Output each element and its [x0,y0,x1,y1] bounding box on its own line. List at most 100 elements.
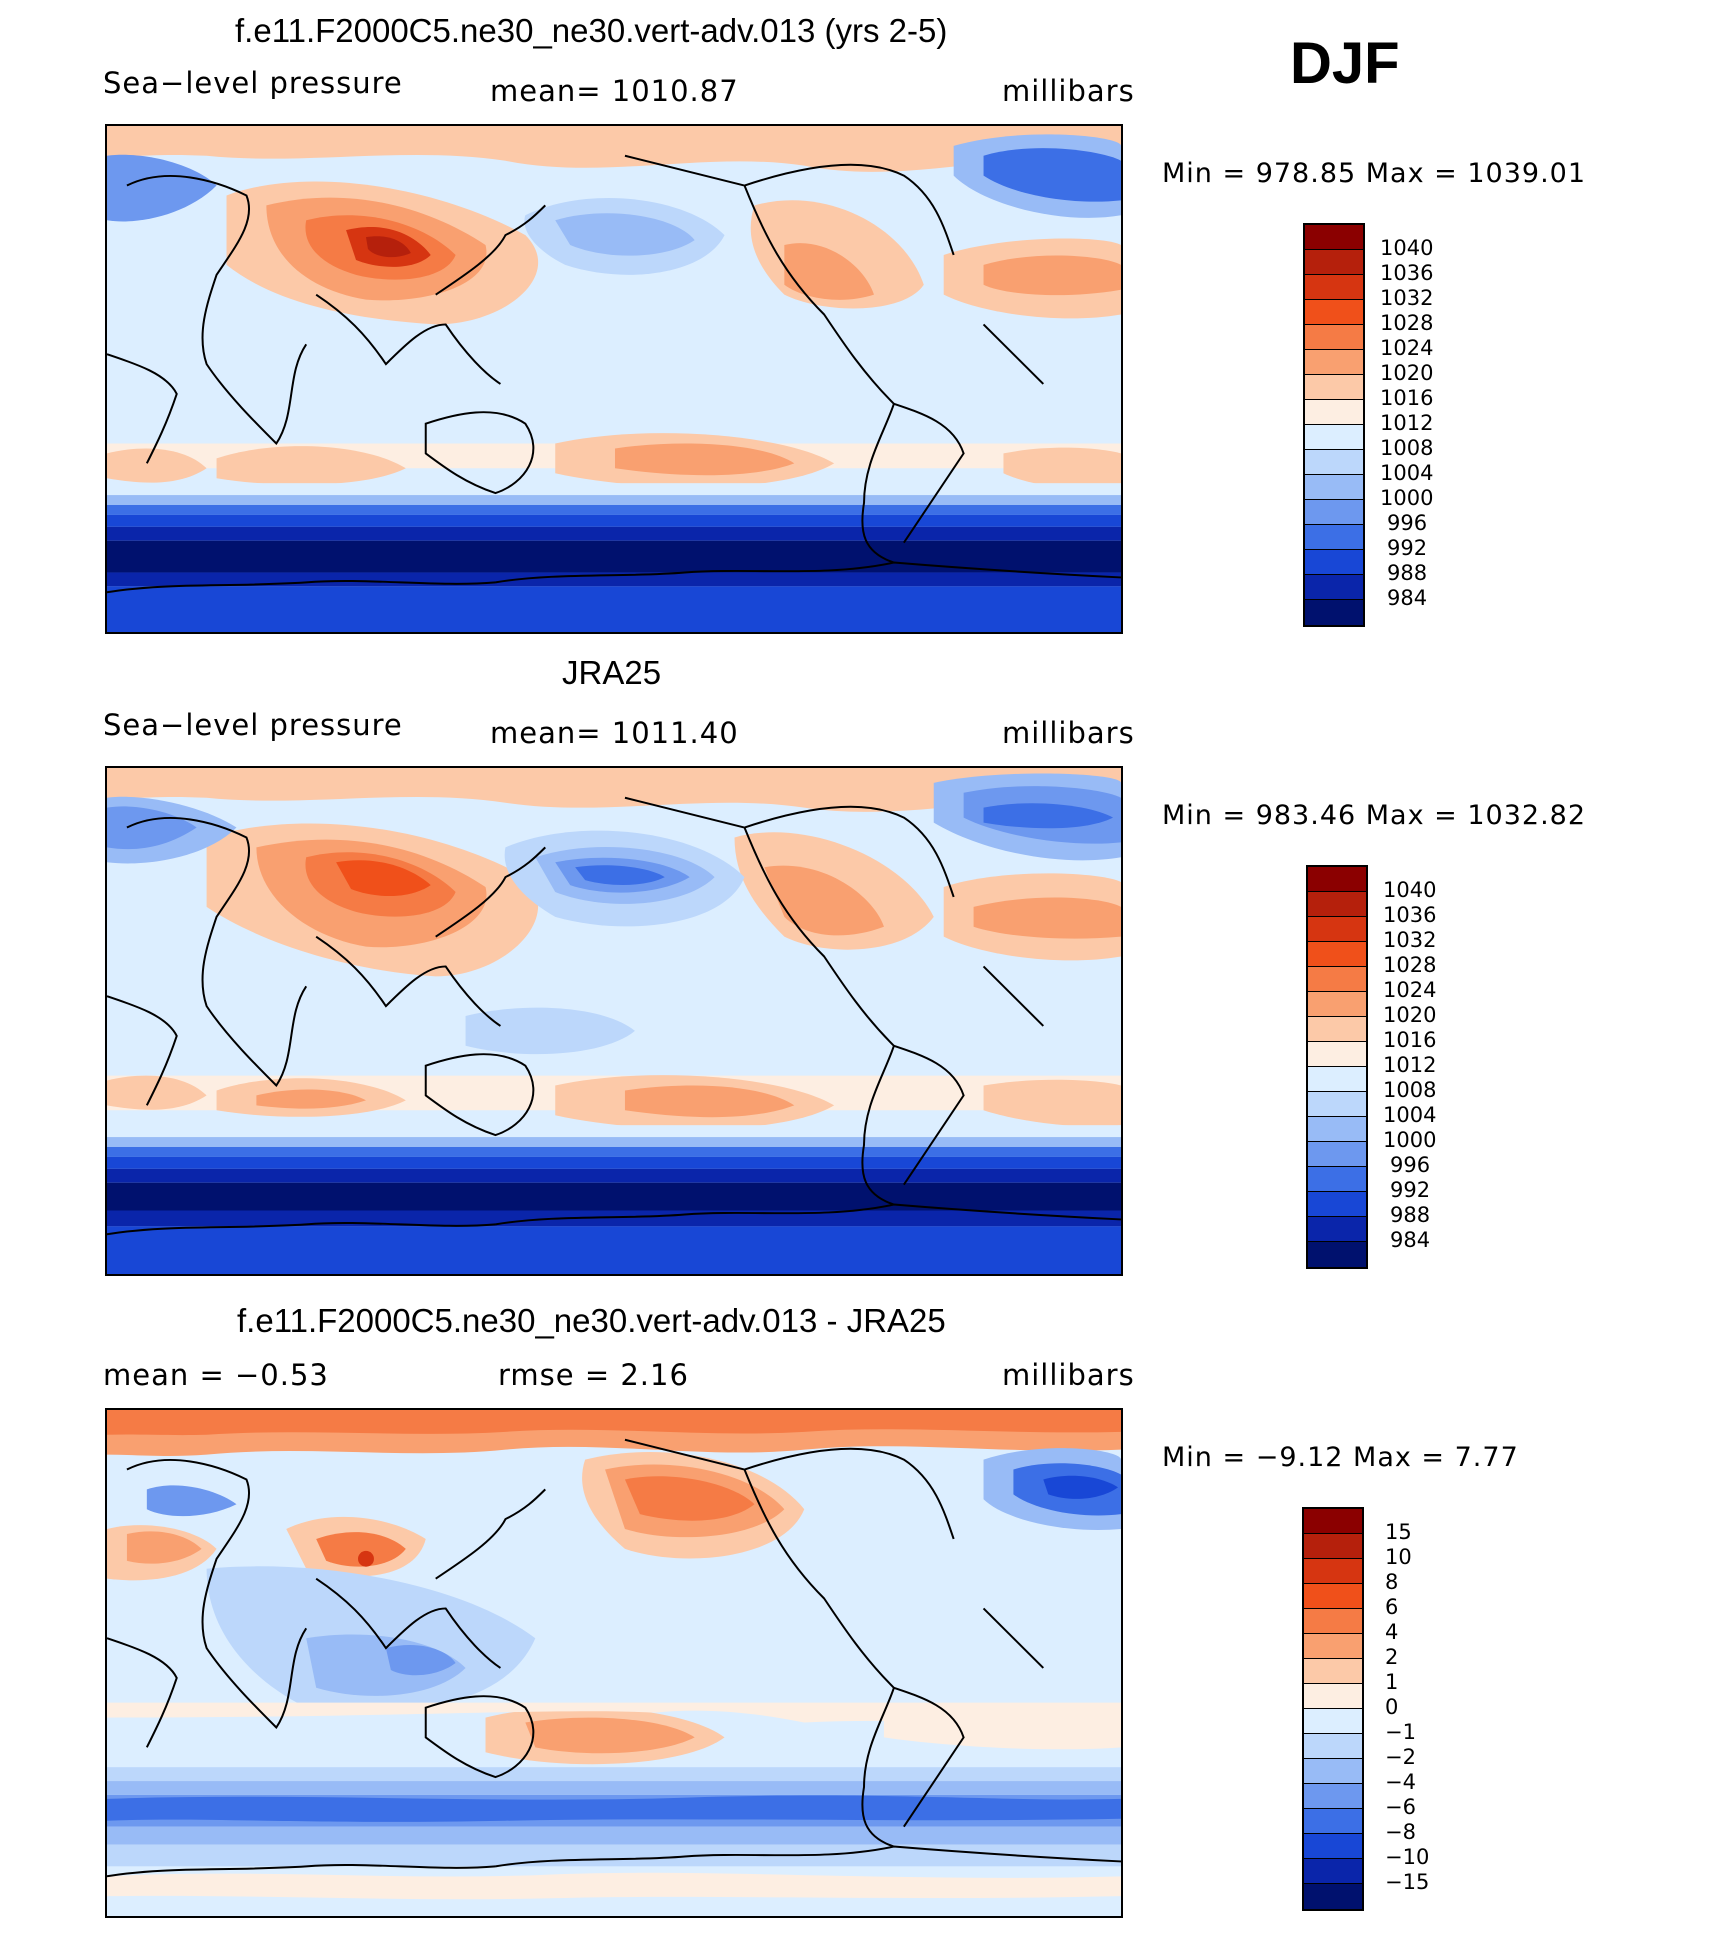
panel1-colorbar-swatch [1305,500,1363,525]
panel1-colorbar-swatch [1305,450,1363,475]
colorbar-label: 10 [1385,1545,1412,1569]
colorbar-label: 8 [1385,1570,1399,1594]
colorbar-label: 992 [1387,536,1428,560]
panel3-colorbar [1302,1507,1364,1911]
panel2-colorbar-swatch [1308,1042,1366,1067]
colorbar-label: 992 [1390,1178,1431,1202]
colorbar-label: −4 [1385,1770,1416,1794]
colorbar-label: 1032 [1383,928,1437,952]
colorbar-label: 996 [1390,1153,1431,1177]
panel3-colorbar-swatch [1304,1684,1362,1709]
panel2-mean: mean= 1011.40 [490,716,739,750]
colorbar-label: 1024 [1380,336,1434,360]
panel1-colorbar-swatch [1305,475,1363,500]
panel2-field [107,768,1121,1274]
colorbar-label: −6 [1385,1795,1416,1819]
panel1-map [105,124,1123,634]
panel3-title: f.e11.F2000C5.ne30_ne30.vert-adv.013 - J… [237,1302,946,1339]
panel2-colorbar-swatch [1308,1192,1366,1217]
colorbar-label: 988 [1387,561,1428,585]
colorbar-label: −8 [1385,1820,1416,1844]
panel1-minmax: Min = 978.85 Max = 1039.01 [1162,158,1587,189]
panel2-units: millibars [1002,716,1135,750]
panel3-colorbar-swatch [1304,1809,1362,1834]
panel2-map [105,766,1123,1276]
panel2-colorbar-swatch [1308,1242,1366,1267]
colorbar-label: 1020 [1380,361,1434,385]
colorbar-label: 1024 [1383,978,1437,1002]
panel3-map [105,1408,1123,1918]
panel1-field [107,126,1121,632]
colorbar-label: −10 [1385,1845,1430,1869]
colorbar-label: 1016 [1383,1028,1437,1052]
panel3-rmse: rmse = 2.16 [498,1358,689,1392]
panel1-colorbar-swatch [1305,400,1363,425]
colorbar-label: 988 [1390,1203,1431,1227]
colorbar-label: 1020 [1383,1003,1437,1027]
panel3-colorbar-swatch [1304,1534,1362,1559]
panel3-colorbar-swatch [1304,1709,1362,1734]
panel1-colorbar-swatch [1305,350,1363,375]
panel1-colorbar-swatch [1305,275,1363,300]
panel3-colorbar-swatch [1304,1659,1362,1684]
panel3-colorbar-swatch [1304,1559,1362,1584]
panel3-colorbar-swatch [1304,1509,1362,1534]
panel3-colorbar-swatch [1304,1759,1362,1784]
colorbar-label: 984 [1390,1228,1431,1252]
panel3-colorbar-swatch [1304,1834,1362,1859]
panel3-mean: mean = −0.53 [103,1358,329,1392]
panel1-title: f.e11.F2000C5.ne30_ne30.vert-adv.013 (yr… [235,12,948,49]
colorbar-label: 1 [1385,1670,1399,1694]
colorbar-label: 1016 [1380,386,1434,410]
panel2-colorbar-swatch [1308,1092,1366,1117]
panel3-colorbar-swatch [1304,1584,1362,1609]
panel2-colorbar-swatch [1308,1117,1366,1142]
panel2-colorbar-swatch [1308,1167,1366,1192]
panel3-colorbar-swatch [1304,1884,1362,1909]
panel1-mean: mean= 1010.87 [490,74,739,108]
colorbar-label: 996 [1387,511,1428,535]
panel1-colorbar-swatch [1305,325,1363,350]
panel2-variable: Sea−level pressure [103,708,403,742]
panel2-title: JRA25 [562,654,662,691]
panel1-colorbar-swatch [1305,600,1363,625]
colorbar-label: 1012 [1383,1053,1437,1077]
panel3-minmax: Min = −9.12 Max = 7.77 [1162,1442,1519,1473]
colorbar-label: 1000 [1380,486,1434,510]
panel1-colorbar-swatch [1305,525,1363,550]
colorbar-label: 1032 [1380,286,1434,310]
panel1-colorbar-swatch [1305,225,1363,250]
panel1-colorbar-swatch [1305,550,1363,575]
colorbar-label: 1000 [1383,1128,1437,1152]
panel1-colorbar-swatch [1305,575,1363,600]
colorbar-label: 1008 [1380,436,1434,460]
panel2-colorbar-swatch [1308,992,1366,1017]
colorbar-label: 1036 [1383,903,1437,927]
colorbar-label: 1040 [1383,878,1437,902]
panel2-colorbar-swatch [1308,967,1366,992]
colorbar-label: 1036 [1380,261,1434,285]
colorbar-label: 1008 [1383,1078,1437,1102]
panel2-minmax: Min = 983.46 Max = 1032.82 [1162,800,1587,831]
colorbar-label: 6 [1385,1595,1399,1619]
colorbar-label: −2 [1385,1745,1416,1769]
season-label: DJF [1290,31,1400,96]
panel3-units: millibars [1002,1358,1135,1392]
panel3-field [107,1410,1121,1916]
colorbar-label: 1028 [1380,311,1434,335]
panel1-colorbar-swatch [1305,250,1363,275]
colorbar-label: −1 [1385,1720,1416,1744]
panel1-colorbar-swatch [1305,300,1363,325]
panel1-colorbar [1303,223,1365,627]
colorbar-label: 0 [1385,1695,1399,1719]
panel1-colorbar-swatch [1305,375,1363,400]
panel3-colorbar-swatch [1304,1609,1362,1634]
colorbar-label: 984 [1387,586,1428,610]
colorbar-label: 15 [1385,1520,1412,1544]
panel2-colorbar-swatch [1308,917,1366,942]
panel2-colorbar-swatch [1308,1067,1366,1092]
panel3-colorbar-swatch [1304,1784,1362,1809]
colorbar-label: 1040 [1380,236,1434,260]
colorbar-label: 2 [1385,1645,1399,1669]
panel2-colorbar-swatch [1308,1142,1366,1167]
